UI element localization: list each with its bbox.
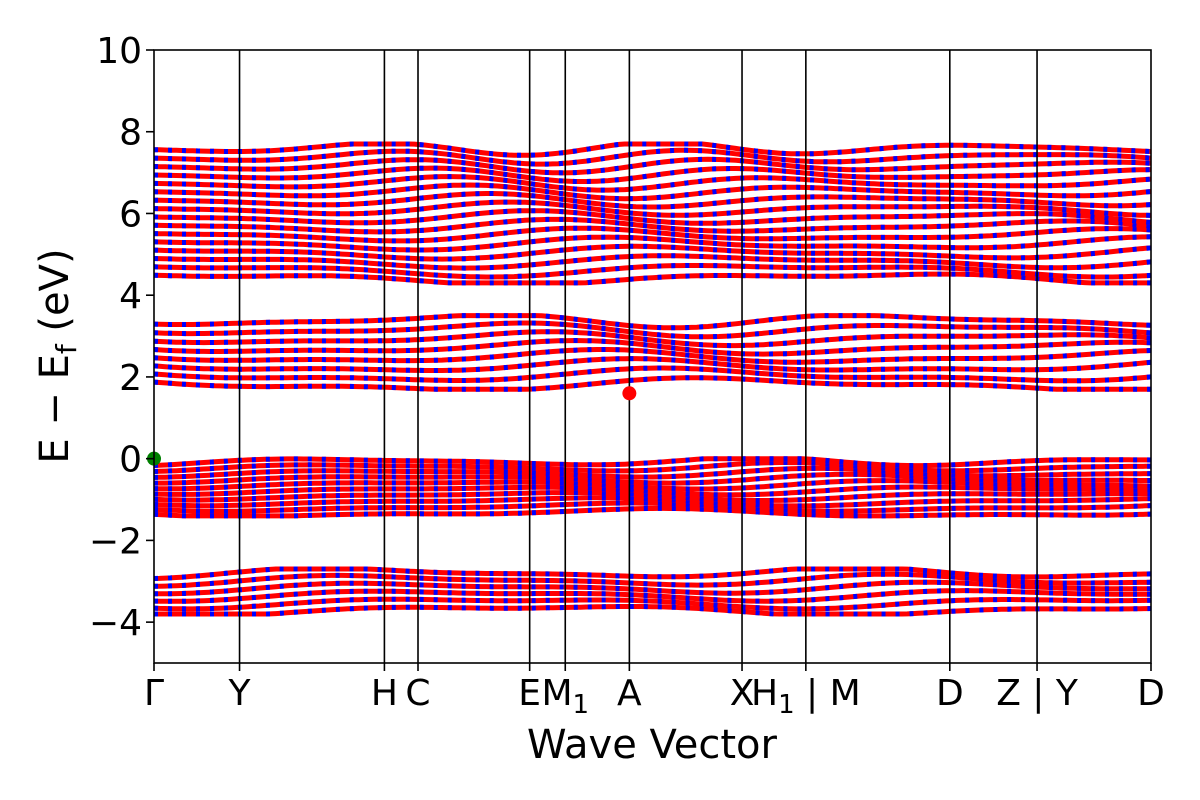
band-spin-up <box>154 588 1151 604</box>
y-tick-label: 2 <box>119 358 142 399</box>
band-spin-up <box>154 456 1151 469</box>
band-spin-up <box>154 604 1151 617</box>
band-spin-up <box>154 147 1151 167</box>
y-tick-label: 8 <box>119 113 142 154</box>
bands-layer <box>154 141 1151 617</box>
band-spin-up <box>154 566 1151 581</box>
x-tick-label: E <box>518 673 541 714</box>
x-tick-label: Y <box>228 673 252 714</box>
band-spin-up <box>154 495 1151 509</box>
x-tick-label: C <box>405 673 430 714</box>
band-spin-up <box>154 375 1151 392</box>
band-spin-up <box>154 208 1151 226</box>
x-tick-label: H <box>371 673 398 714</box>
y-axis-label-unit: (eV) <box>32 248 78 344</box>
x-tick-label: M1 <box>541 673 589 720</box>
band-spin-up <box>154 484 1151 498</box>
band-spin-up <box>154 490 1151 503</box>
y-axis-label-sub: f <box>50 343 83 354</box>
x-tick-label: Γ <box>144 673 164 714</box>
band-spin-up <box>154 225 1151 244</box>
band-spin-up <box>154 337 1151 357</box>
y-axis-ticks: −4 −2 0 2 4 6 8 10 <box>89 31 154 644</box>
extrema-markers <box>147 386 637 466</box>
band-spin-up <box>154 174 1151 193</box>
band-spin-up <box>154 199 1151 218</box>
y-tick-label: 4 <box>119 276 142 317</box>
band-spin-up <box>154 571 1151 589</box>
y-tick-label: 0 <box>119 440 142 481</box>
band-spin-up <box>154 313 1151 331</box>
band-spin-up <box>154 156 1151 176</box>
plot-frame <box>153 49 1152 664</box>
cbm-marker <box>622 386 637 401</box>
band-spin-up <box>154 234 1151 253</box>
y-tick-label: −2 <box>89 521 142 562</box>
band-spin-up <box>154 271 1151 286</box>
band-spin-up <box>154 347 1151 365</box>
x-tick-label: D <box>936 673 964 714</box>
band-spin-up <box>154 165 1151 184</box>
band-spin-up <box>154 579 1151 597</box>
band-spin-up <box>154 465 1151 480</box>
band-spin-up <box>154 263 1151 280</box>
band-spin-up <box>154 141 1151 158</box>
x-tick-label: A <box>617 673 642 714</box>
x-axis-label: Wave Vector <box>527 722 778 768</box>
y-tick-label: −4 <box>89 603 142 644</box>
band-spin-up <box>154 253 1151 271</box>
band-spin-up <box>154 596 1151 612</box>
x-axis-ticks: Γ Y H C E M1 A XH1 | M D Z | Y D <box>144 663 1165 720</box>
x-tick-label: Z | Y <box>996 673 1079 714</box>
band-spin-up <box>154 243 1151 262</box>
band-spin-up <box>154 356 1151 373</box>
y-tick-label: 10 <box>96 31 142 72</box>
x-tick-label: X <box>730 673 755 714</box>
band-spin-up <box>154 500 1151 514</box>
y-axis-label-main: E − E <box>32 354 78 464</box>
band-spin-up <box>154 182 1151 202</box>
x-tick-label: H1 | M <box>751 673 861 720</box>
band-spin-up <box>154 460 1151 474</box>
band-spin-up <box>154 365 1151 384</box>
band-spin-up <box>154 471 1151 486</box>
band-spin-up <box>154 320 1151 340</box>
y-axis-label: E − Ef (eV) <box>32 248 83 463</box>
x-tick-label: D <box>1137 673 1165 714</box>
y-tick-label: 6 <box>119 194 142 235</box>
high-symmetry-lines <box>238 50 1038 663</box>
band-spin-up <box>154 329 1151 349</box>
band-spin-up <box>154 478 1151 492</box>
band-spin-up <box>154 505 1151 519</box>
band-spin-up <box>154 191 1151 210</box>
band-spin-up <box>154 216 1151 235</box>
